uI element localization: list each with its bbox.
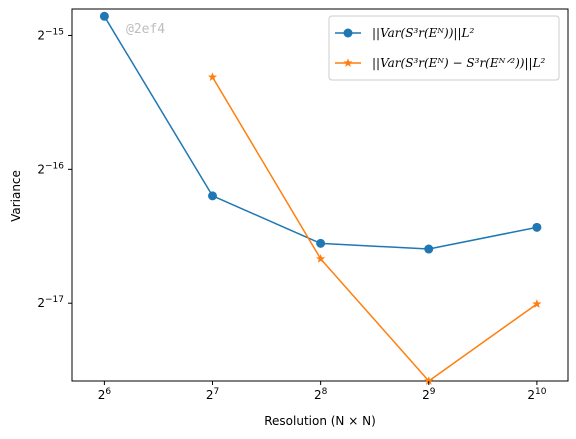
legend-marker-star (343, 58, 353, 67)
legend-label-1: ||Var(S³r(Eᴺ))||L² (372, 26, 474, 40)
y-tick-exponent: −15 (45, 27, 64, 37)
x-tick-base: 2 (98, 388, 106, 402)
x-tick-exponent: 7 (213, 387, 219, 397)
legend-marker-circle (343, 28, 353, 38)
data-point-star (316, 254, 326, 263)
series-layer (99, 11, 542, 385)
x-tick-exponent: 10 (535, 387, 547, 397)
y-tick-base: 2 (37, 28, 45, 42)
data-point-star (532, 299, 542, 308)
x-tick-label: 210 (527, 387, 546, 402)
y-tick-exponent: −17 (45, 295, 64, 305)
y-axis-ticks: 2−152−162−17 (37, 27, 72, 310)
x-tick-base: 2 (422, 388, 430, 402)
data-point-circle (208, 191, 218, 201)
legend-label-2: ||Var(S³r(Eᴺ) − S³r(Eᴺᐟ²))||L² (372, 56, 546, 70)
watermark: @2ef4 (126, 22, 165, 37)
data-point-star (424, 376, 434, 385)
data-point-circle (424, 244, 434, 254)
x-tick-label: 27 (206, 387, 219, 402)
x-tick-label: 26 (98, 387, 112, 402)
x-tick-label: 28 (314, 387, 328, 402)
legend: ||Var(S³r(Eᴺ))||L² ||Var(S³r(Eᴺ) − S³r(Eᴺ… (328, 15, 560, 81)
y-tick-label: 2−17 (37, 295, 64, 310)
series-line-2 (211, 76, 538, 382)
y-axis-label: Variance (9, 170, 23, 222)
data-point-circle (532, 222, 542, 232)
x-tick-base: 2 (314, 388, 322, 402)
data-point-star (207, 72, 218, 81)
y-tick-label: 2−16 (37, 161, 64, 176)
y-tick-base: 2 (37, 296, 45, 310)
legend-box (328, 15, 560, 81)
y-tick-base: 2 (37, 162, 45, 176)
data-point-circle (316, 238, 326, 248)
y-tick-label: 2−15 (37, 27, 64, 42)
x-axis-label: Resolution (N × N) (264, 414, 376, 428)
x-tick-exponent: 9 (430, 387, 436, 397)
data-point-circle (99, 11, 109, 21)
x-tick-label: 29 (422, 387, 436, 402)
x-axis-ticks: 26 27 28 29 210 (98, 381, 547, 402)
y-tick-exponent: −16 (45, 161, 64, 171)
x-tick-base: 2 (527, 388, 535, 402)
x-tick-exponent: 6 (105, 387, 111, 397)
x-tick-exponent: 8 (322, 387, 328, 397)
x-tick-base: 2 (206, 388, 214, 402)
